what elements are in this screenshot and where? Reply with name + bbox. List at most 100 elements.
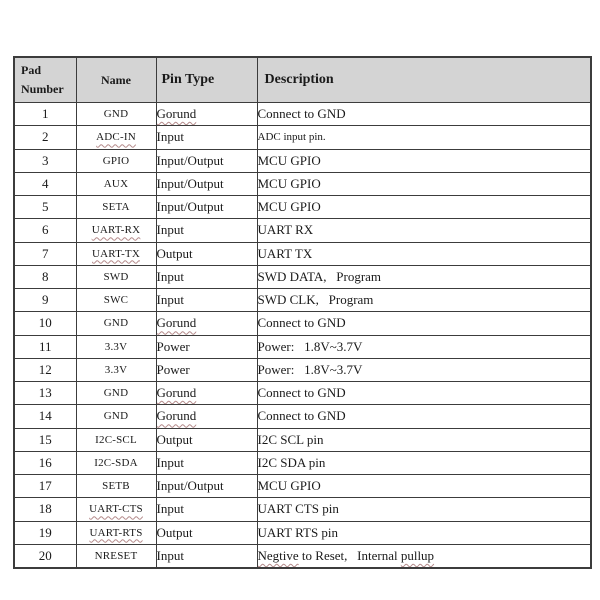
table-row: 5 SETA Input/Output MCU GPIO — [13, 194, 592, 220]
table-row: 7 UART-TX Output UART TX — [13, 241, 592, 266]
pad-number-cell: 7 — [13, 241, 77, 266]
pin-type-cell: Input/Output — [155, 148, 258, 173]
pad-number-cell: 8 — [13, 264, 77, 290]
description-cell: MCU GPIO — [256, 473, 592, 499]
pad-number-cell: 12 — [13, 357, 77, 383]
description-cell: UART RX — [256, 218, 592, 243]
name-cell: GND — [75, 311, 157, 336]
name-cell: I2C-SDA — [75, 450, 157, 476]
description-cell: Connect to GND — [256, 311, 592, 336]
name-cell: AUX — [75, 171, 157, 197]
description-cell: Connect to GND — [256, 404, 592, 429]
name-cell: NRESET — [75, 543, 157, 569]
table-row: 12 3.3V Power Power: 1.8V~3.7V — [13, 357, 592, 383]
name-cell: 3.3V — [75, 357, 157, 383]
pin-type-cell: Gorund — [155, 380, 258, 406]
table-row: 8 SWD Input SWD DATA, Program — [13, 264, 592, 290]
table-row: 3 GPIO Input/Output MCU GPIO — [13, 148, 592, 173]
pin-type-cell: Input — [155, 497, 258, 522]
pin-type-cell: Input — [155, 543, 258, 569]
pin-table-body: 1 GND Gorund Connect to GND 2 ADC-IN Inp… — [13, 101, 592, 569]
column-header-pad-number: Pad Number — [13, 56, 77, 103]
pin-type-cell: Input/Output — [155, 171, 258, 197]
name-cell: SETA — [75, 194, 157, 220]
description-cell: Power: 1.8V~3.7V — [256, 334, 592, 359]
description-cell: UART RTS pin — [256, 520, 592, 545]
table-row: 11 3.3V Power Power: 1.8V~3.7V — [13, 334, 592, 359]
name-cell: UART-CTS — [75, 497, 157, 522]
description-cell: Connect to GND — [256, 380, 592, 406]
pin-type-cell: Input — [155, 287, 258, 313]
table-row: 18 UART-CTS Input UART CTS pin — [13, 497, 592, 522]
description-cell: MCU GPIO — [256, 171, 592, 197]
pin-type-cell: Power — [155, 334, 258, 359]
pin-description-table: Pad Number Name Pin Type Description 1 G… — [13, 56, 592, 569]
pad-number-cell: 2 — [13, 125, 77, 150]
pad-number-cell: 3 — [13, 148, 77, 173]
column-header-description: Description — [256, 56, 592, 103]
table-row: 14 GND Gorund Connect to GND — [13, 404, 592, 429]
pin-type-cell: Input/Output — [155, 473, 258, 499]
pad-number-cell: 14 — [13, 404, 77, 429]
pin-type-cell: Gorund — [155, 311, 258, 336]
pad-number-cell: 4 — [13, 171, 77, 197]
name-cell: SWD — [75, 264, 157, 290]
pin-type-cell: Input — [155, 218, 258, 243]
table-row: 13 GND Gorund Connect to GND — [13, 380, 592, 406]
name-cell: GPIO — [75, 148, 157, 173]
table-row: 20 NRESET Input Negtive to Reset, Intern… — [13, 543, 592, 569]
table-row: 6 UART-RX Input UART RX — [13, 218, 592, 243]
table-row: 1 GND Gorund Connect to GND — [13, 101, 592, 127]
column-header-name: Name — [75, 56, 157, 103]
pad-number-cell: 16 — [13, 450, 77, 476]
pad-number-cell: 1 — [13, 101, 77, 127]
pin-type-cell: Input — [155, 125, 258, 150]
name-cell: GND — [75, 101, 157, 127]
name-cell: I2C-SCL — [75, 427, 157, 452]
pin-type-cell: Gorund — [155, 101, 258, 127]
pin-type-cell: Power — [155, 357, 258, 383]
pin-type-cell: Input/Output — [155, 194, 258, 220]
pin-type-cell: Output — [155, 427, 258, 452]
pin-type-cell: Output — [155, 520, 258, 545]
header-pad-line1: Pad — [21, 63, 42, 77]
table-row: 16 I2C-SDA Input I2C SDA pin — [13, 450, 592, 476]
name-cell: UART-RTS — [75, 520, 157, 545]
description-cell: Connect to GND — [256, 101, 592, 127]
name-cell: 3.3V — [75, 334, 157, 359]
table-row: 10 GND Gorund Connect to GND — [13, 311, 592, 336]
table-row: 2 ADC-IN Input ADC input pin. — [13, 125, 592, 150]
table-row: 17 SETB Input/Output MCU GPIO — [13, 473, 592, 499]
table-row: 4 AUX Input/Output MCU GPIO — [13, 171, 592, 197]
pad-number-cell: 13 — [13, 380, 77, 406]
name-cell: GND — [75, 380, 157, 406]
pad-number-cell: 5 — [13, 194, 77, 220]
name-cell: UART-TX — [75, 241, 157, 266]
name-cell: ADC-IN — [75, 125, 157, 150]
pad-number-cell: 18 — [13, 497, 77, 522]
header-row: Pad Number Name Pin Type Description — [13, 56, 592, 103]
description-cell: ADC input pin. — [256, 125, 592, 150]
description-cell: UART CTS pin — [256, 497, 592, 522]
description-cell: MCU GPIO — [256, 194, 592, 220]
name-cell: GND — [75, 404, 157, 429]
pin-type-cell: Input — [155, 264, 258, 290]
table-row: 15 I2C-SCL Output I2C SCL pin — [13, 427, 592, 452]
pin-type-cell: Output — [155, 241, 258, 266]
name-cell: SWC — [75, 287, 157, 313]
table-row: 19 UART-RTS Output UART RTS pin — [13, 520, 592, 545]
name-cell: SETB — [75, 473, 157, 499]
pad-number-cell: 15 — [13, 427, 77, 452]
pin-type-cell: Gorund — [155, 404, 258, 429]
description-cell: MCU GPIO — [256, 148, 592, 173]
pad-number-cell: 10 — [13, 311, 77, 336]
description-cell: SWD CLK, Program — [256, 287, 592, 313]
pad-number-cell: 6 — [13, 218, 77, 243]
name-cell: UART-RX — [75, 218, 157, 243]
description-cell: Power: 1.8V~3.7V — [256, 357, 592, 383]
description-cell: SWD DATA, Program — [256, 264, 592, 290]
pad-number-cell: 19 — [13, 520, 77, 545]
description-cell: I2C SDA pin — [256, 450, 592, 476]
pad-number-cell: 20 — [13, 543, 77, 569]
pad-number-cell: 17 — [13, 473, 77, 499]
